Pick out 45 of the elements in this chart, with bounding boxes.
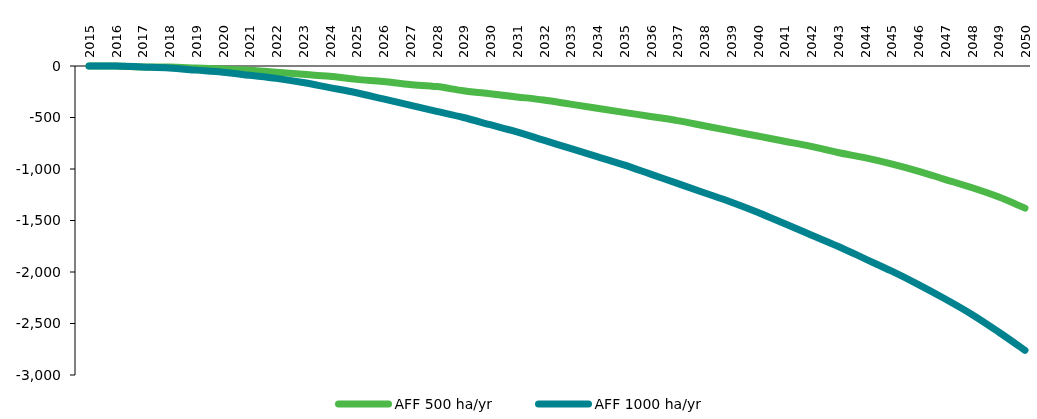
x-tick-label: 2050 [1018, 24, 1033, 58]
x-tick-label: 2035 [616, 24, 632, 58]
legend-label: AFF 500 ha/yr [394, 395, 493, 412]
y-tick-label: -2,000 [15, 263, 61, 280]
x-tick-label: 2036 [643, 24, 659, 58]
y-tick-label: -1,000 [15, 160, 61, 177]
x-tick-label: 2044 [857, 24, 873, 58]
x-tick-label: 2024 [322, 24, 338, 58]
x-tick-label: 2027 [402, 24, 418, 58]
x-tick-label: 2042 [804, 24, 820, 58]
x-tick-label: 2043 [830, 24, 846, 58]
x-tick-label: 2039 [723, 24, 739, 58]
y-tick-label: -500 [29, 109, 61, 126]
x-tick-label: 2033 [563, 24, 579, 58]
x-tick-label: 2037 [670, 24, 686, 58]
x-tick-label: 2048 [964, 24, 980, 58]
x-tick-label: 2025 [349, 24, 365, 58]
legend-label: AFF 1000 ha/yr [594, 395, 702, 412]
y-tick-label: -3,000 [15, 366, 61, 383]
x-tick-label: 2046 [911, 24, 927, 58]
x-tick-label: 2028 [429, 24, 445, 58]
x-tick-label: 2031 [509, 24, 525, 58]
x-tick-label: 2017 [135, 24, 151, 58]
y-tick-label: -2,500 [15, 315, 61, 332]
x-tick-label: 2032 [536, 24, 552, 58]
x-tick-label: 2018 [162, 24, 178, 58]
x-tick-label: 2045 [884, 24, 900, 58]
x-tick-label: 2047 [937, 24, 953, 58]
x-tick-label: 2022 [269, 24, 285, 58]
x-tick-label: 2040 [750, 24, 766, 58]
x-tick-label: 2019 [188, 24, 204, 58]
x-tick-label: 2016 [108, 24, 124, 58]
y-tick-label: 0 [52, 57, 61, 74]
x-tick-label: 2023 [295, 24, 311, 58]
x-tick-label: 2026 [376, 24, 392, 58]
x-tick-label: 2049 [991, 24, 1007, 58]
x-tick-label: 2041 [777, 24, 793, 58]
x-tick-label: 2021 [242, 24, 258, 58]
x-tick-label: 2034 [590, 24, 606, 58]
x-tick-label: 2015 [82, 24, 97, 58]
y-tick-label: -1,500 [15, 212, 61, 229]
x-tick-label: 2020 [215, 24, 231, 58]
x-tick-label: 2029 [456, 24, 472, 58]
x-tick-label: 2030 [483, 24, 499, 58]
x-tick-label: 2038 [697, 24, 713, 58]
